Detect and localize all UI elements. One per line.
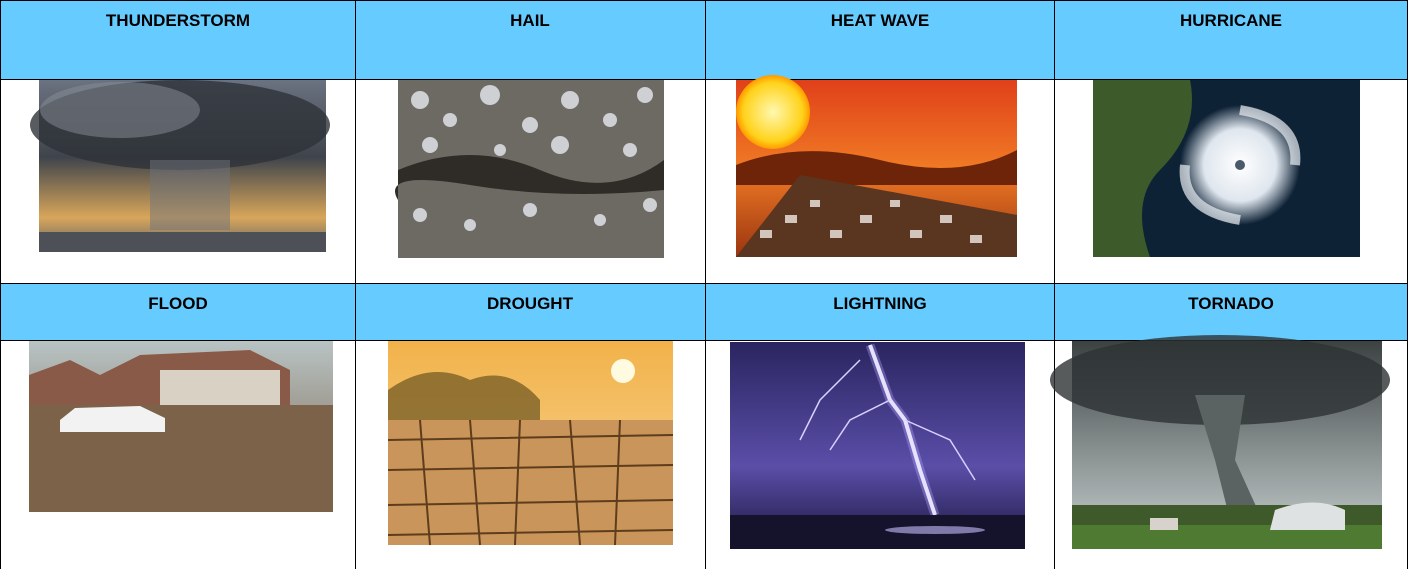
- heat-wave-image: [736, 75, 1017, 257]
- header-cell: LIGHTNING: [833, 294, 927, 313]
- header-cell: HAIL: [510, 11, 550, 30]
- header-cell: HURRICANE: [1180, 11, 1282, 30]
- header-cell: THUNDERSTORM: [106, 11, 250, 30]
- header-cell: TORNADO: [1188, 294, 1274, 313]
- flood-image: [29, 341, 333, 512]
- hail-image: [395, 80, 664, 258]
- header-cell: DROUGHT: [487, 294, 574, 313]
- tornado-image: [1050, 335, 1390, 549]
- header-row: [0, 0, 1408, 79]
- header-cell: FLOOD: [148, 294, 208, 313]
- drought-image: [387, 341, 674, 546]
- header-row: [0, 283, 1408, 340]
- lightning-image: [730, 342, 1025, 549]
- hurricane-image: [1093, 80, 1360, 257]
- thunderstorm-image: [30, 80, 330, 252]
- header-cell: HEAT WAVE: [831, 11, 930, 30]
